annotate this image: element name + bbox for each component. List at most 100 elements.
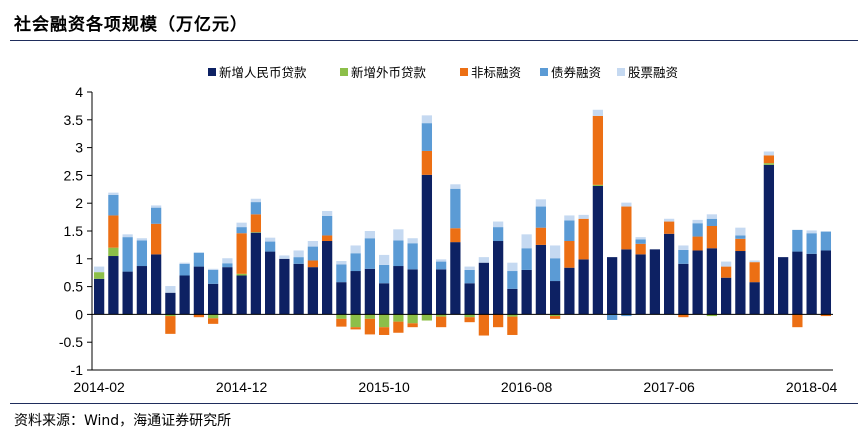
bar-2015-04-s4 [293, 257, 304, 264]
bar-2015-04-s1 [293, 263, 304, 315]
x-tick-label: 2018-04 [786, 379, 838, 395]
bar-2015-07-s3 [336, 318, 347, 327]
bar-2016-06-s3 [493, 314, 504, 328]
bar-2016-12-s1 [578, 259, 589, 315]
bar-2015-04-s5 [293, 250, 304, 258]
bar-2015-06-s1 [322, 241, 333, 315]
bar-2017-01-s2 [592, 184, 604, 186]
bar-2018-01-s2 [763, 163, 775, 165]
title-rule [10, 40, 858, 41]
bar-2018-05-s1 [820, 250, 832, 315]
bar-2016-04-s4 [464, 269, 475, 284]
bar-2015-07-s2 [336, 314, 347, 319]
bar-2015-12-s4 [407, 243, 418, 270]
bar-2014-11-s5 [222, 258, 233, 264]
bar-2016-10-s5 [550, 245, 561, 259]
bar-2017-08-s4 [692, 223, 703, 237]
bar-2017-10-s3 [721, 266, 732, 278]
bar-2015-02-s5 [265, 237, 276, 242]
bar-2016-10-s4 [550, 258, 561, 282]
source-rule [10, 403, 858, 404]
bar-2014-12-s3 [236, 233, 247, 274]
bar-2014-06-s3 [151, 223, 162, 255]
bar-2015-05-s3 [307, 260, 319, 268]
bar-2017-08-s1 [692, 250, 703, 315]
bar-2014-12-s5 [236, 222, 247, 228]
bar-2017-09-s5 [706, 214, 718, 219]
bar-2016-05-s5 [478, 257, 490, 263]
bar-2016-05-s1 [478, 262, 490, 315]
bar-2015-05-s1 [307, 267, 319, 315]
bar-2014-02-s2 [94, 272, 105, 279]
bar-2014-04-s1 [122, 271, 133, 315]
bar-2018-01-s1 [763, 164, 775, 315]
bar-2015-11-s4 [393, 240, 404, 267]
bar-2016-07-s2 [507, 314, 518, 317]
bar-2017-02-s1 [607, 257, 618, 315]
bar-2014-09-s3 [193, 314, 205, 318]
bar-2016-11-s3 [564, 241, 575, 268]
bar-2014-02-s1 [94, 278, 105, 315]
bar-2014-12-s2 [236, 273, 247, 276]
bar-2017-06-s5 [664, 218, 675, 222]
bar-2014-08-s4 [179, 263, 190, 276]
source-note: 资料来源：Wind，海通证券研究所 [14, 413, 232, 429]
y-tick-label: -1 [71, 362, 84, 378]
bar-2016-04-s1 [464, 283, 475, 315]
bar-2014-08-s1 [179, 275, 190, 315]
bar-2015-08-s2 [350, 314, 361, 328]
bar-2017-11-s5 [735, 227, 746, 236]
legend-swatch-5 [617, 68, 625, 76]
bar-2017-07-s4 [678, 249, 689, 264]
axes: -1 -0.5 0 0.5 1 1.5 2 2.5 3 3.5 4 2014-02 2014-12 201… [59, 84, 838, 395]
bar-2016-10-s2 [550, 314, 561, 317]
y-tick-label: 0 [75, 306, 83, 322]
bar-2015-08-s5 [350, 245, 361, 254]
bar-2014-03-s1 [108, 256, 119, 315]
bar-2015-10-s5 [379, 254, 390, 265]
bar-2016-03-s1 [450, 242, 461, 315]
bar-2015-06-s5 [322, 210, 333, 216]
bar-2017-04-s1 [635, 254, 646, 315]
bar-2016-12-s3 [578, 218, 589, 260]
bar-2016-06-s1 [493, 241, 504, 315]
bar-2015-01-s4 [250, 202, 262, 215]
legend-label-1: 新增人民币贷款 [219, 65, 307, 80]
bar-2017-04-s3 [635, 243, 646, 255]
bar-2015-09-s5 [364, 231, 376, 239]
bar-2016-11-s1 [564, 267, 575, 315]
y-tick-label: 3 [75, 140, 83, 156]
bar-2017-12-s3 [749, 262, 760, 283]
bar-2016-11-s5 [564, 215, 575, 221]
bar-2017-06-s3 [664, 221, 675, 234]
bar-2014-10-s5 [208, 268, 219, 270]
y-tick-label: 1 [75, 251, 83, 267]
bar-2015-09-s3 [364, 318, 376, 335]
bar-2018-04-s1 [806, 253, 817, 315]
bar-2014-05-s4 [136, 240, 148, 267]
legend-swatch-4 [540, 68, 548, 76]
bar-2015-11-s5 [393, 229, 404, 241]
bar-2014-09-s4 [193, 252, 205, 267]
bar-2015-02-s1 [265, 251, 276, 315]
bar-2016-09-s4 [535, 206, 547, 228]
bar-2016-07-s4 [507, 271, 518, 289]
bar-2016-04-s2 [464, 314, 475, 318]
bar-2016-09-s5 [535, 199, 547, 207]
bar-2016-07-s1 [507, 288, 518, 315]
bar-2018-04-s4 [806, 233, 817, 254]
bar-2017-07-s1 [678, 263, 689, 315]
bar-2016-01-s2 [421, 314, 433, 321]
bar-2017-11-s1 [735, 251, 746, 315]
bar-2016-06-s5 [493, 221, 504, 228]
bar-2014-07-s1 [165, 292, 176, 315]
bar-2017-08-s5 [692, 219, 703, 224]
bar-2014-10-s4 [208, 269, 219, 284]
bar-2016-04-s5 [464, 266, 475, 270]
bar-2016-01-s3 [421, 150, 433, 175]
bar-2015-09-s4 [364, 238, 376, 269]
bar-2017-03-s4 [621, 314, 632, 317]
bar-2017-01-s3 [592, 115, 604, 185]
bar-2016-02-s3 [436, 316, 447, 328]
bar-2016-06-s4 [493, 227, 504, 242]
